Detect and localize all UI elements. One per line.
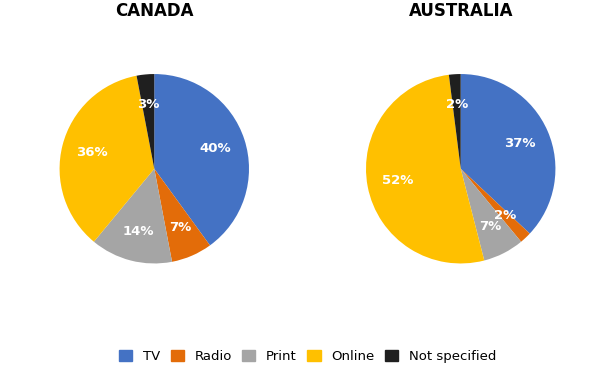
Wedge shape: [366, 75, 484, 264]
Text: 2%: 2%: [445, 98, 468, 111]
Wedge shape: [60, 76, 154, 242]
Wedge shape: [461, 169, 521, 261]
Text: 36%: 36%: [76, 146, 108, 159]
Wedge shape: [137, 74, 154, 169]
Text: 40%: 40%: [200, 142, 231, 155]
Wedge shape: [154, 169, 210, 262]
Wedge shape: [461, 169, 530, 242]
Text: 52%: 52%: [382, 174, 413, 188]
Wedge shape: [449, 74, 461, 169]
Title: AUSTRALIA: AUSTRALIA: [408, 2, 513, 20]
Text: 2%: 2%: [494, 209, 516, 222]
Title: CANADA: CANADA: [115, 2, 194, 20]
Text: 14%: 14%: [122, 225, 154, 238]
Text: 3%: 3%: [137, 98, 159, 111]
Text: 7%: 7%: [169, 221, 191, 234]
Text: 37%: 37%: [504, 136, 536, 150]
Legend: TV, Radio, Print, Online, Not specified: TV, Radio, Print, Online, Not specified: [114, 345, 501, 368]
Wedge shape: [154, 74, 249, 245]
Text: 7%: 7%: [479, 220, 501, 232]
Wedge shape: [94, 169, 172, 264]
Wedge shape: [461, 74, 555, 234]
